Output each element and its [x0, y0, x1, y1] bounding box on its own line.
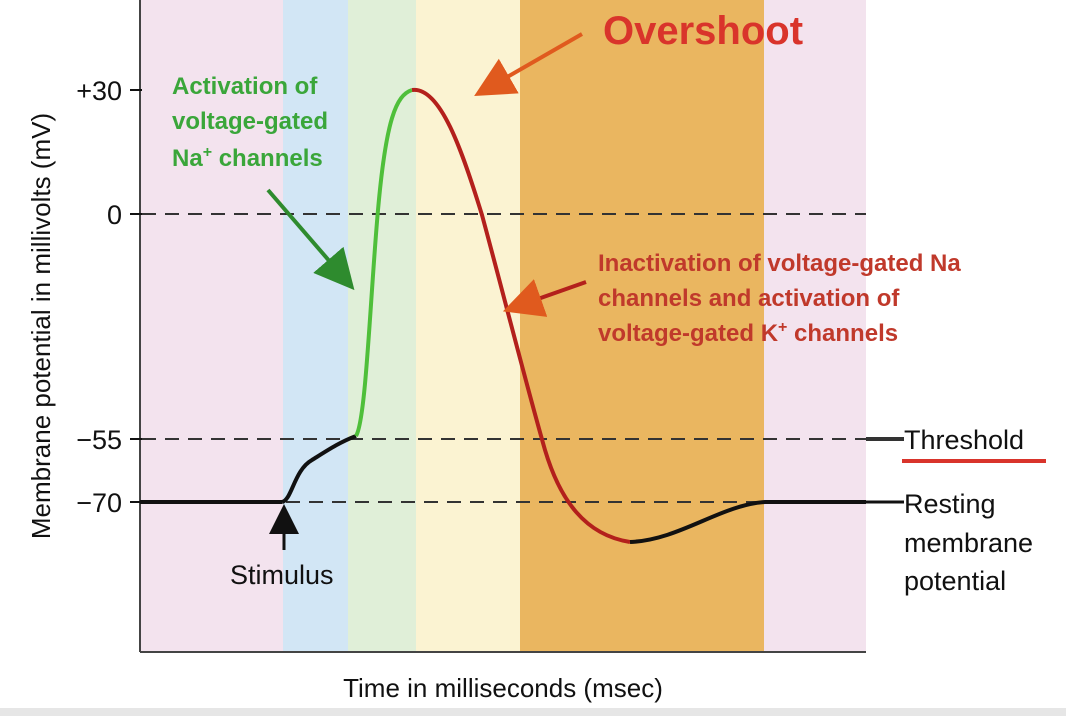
- activation-na-superscript: +: [203, 144, 212, 161]
- inactivation-annotation: Inactivation of voltage-gated Na channel…: [598, 250, 967, 312]
- activation-na-symbol: Na: [172, 145, 203, 172]
- action-potential-curve: [140, 87, 866, 544]
- phase-band-peak: [416, 0, 520, 652]
- x-axis-title: Time in milliseconds (msec): [343, 673, 663, 703]
- inactivation-k-superscript: +: [778, 319, 787, 336]
- phase-band-rising: [348, 0, 416, 652]
- y-tick-label-zero: 0: [107, 200, 122, 230]
- y-tick-label-peak: +30: [76, 76, 122, 106]
- threshold-label: Threshold: [904, 425, 1024, 455]
- activation-line1: Activation of: [172, 73, 318, 100]
- y-axis-title: Membrane potential in millivolts (mV): [26, 113, 56, 539]
- curve-hyperpolarization: [629, 500, 866, 544]
- phase-band-repolarizing: [520, 0, 764, 652]
- y-tick-label-threshold: −55: [76, 425, 122, 455]
- stimulus-label: Stimulus: [230, 560, 334, 590]
- inactivation-line2: channels and activation of: [598, 285, 900, 312]
- inactivation-line1: Inactivation of voltage-gated Na: [598, 250, 961, 277]
- phase-bands: [140, 0, 866, 652]
- overshoot-arrow: [474, 32, 583, 96]
- activation-channels-word: channels: [212, 145, 323, 172]
- overshoot-label: Overshoot: [603, 9, 803, 53]
- curve-rising-phase: [354, 88, 413, 438]
- y-tick-label-resting: −70: [76, 488, 122, 518]
- curve-falling-phase: [411, 87, 631, 544]
- phase-band-rest-right: [764, 0, 866, 652]
- resting-label-line2: membrane: [904, 528, 1033, 558]
- activation-arrow: [266, 188, 355, 291]
- inactivation-channels-word: channels: [787, 320, 898, 347]
- inactivation-line3: voltage-gated K+ channels: [598, 319, 898, 347]
- y-ticks: +30 0 −55 −70: [76, 76, 142, 518]
- phase-band-depolarizing: [283, 0, 348, 652]
- inactivation-arrow: [502, 279, 587, 317]
- inactivation-k-symbol: voltage-gated K: [598, 320, 779, 347]
- resting-label: Resting membrane potential: [904, 489, 1041, 596]
- resting-label-line3: potential: [904, 566, 1006, 596]
- phase-band-rest-left: [140, 0, 283, 652]
- resting-label-line1: Resting: [904, 489, 996, 519]
- activation-line2: voltage-gated: [172, 108, 328, 135]
- activation-line3: Na+ channels: [172, 144, 323, 172]
- activation-annotation: Activation of voltage-gated: [172, 73, 328, 135]
- curve-depolarization-to-threshold: [281, 434, 357, 504]
- bottom-strip: [0, 708, 1066, 716]
